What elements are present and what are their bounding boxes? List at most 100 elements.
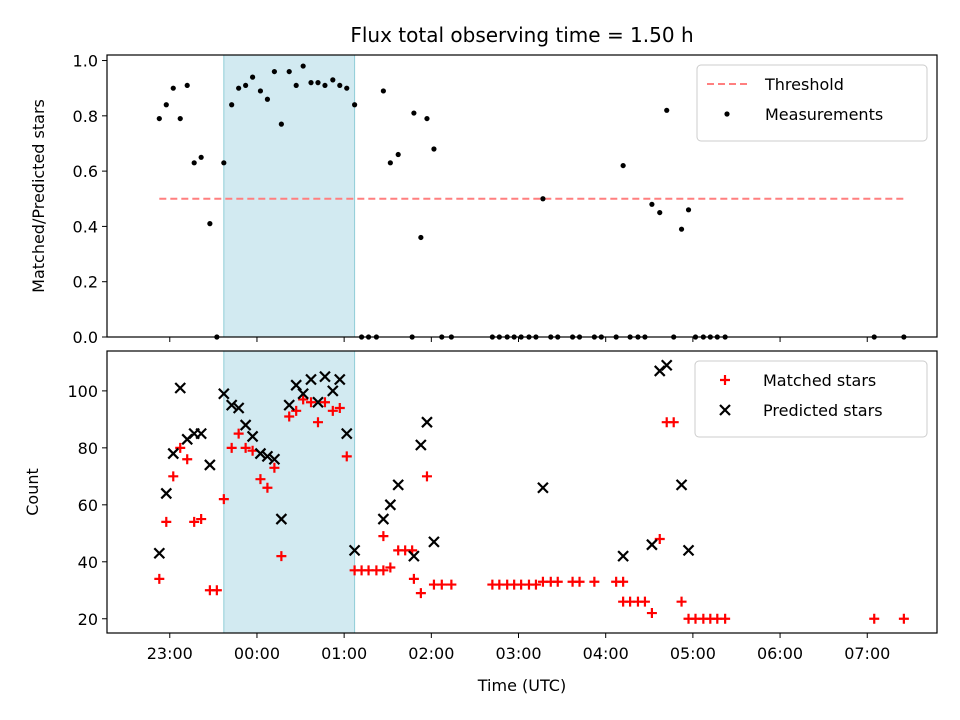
measurement-point <box>431 146 437 152</box>
matched-star-point <box>319 397 330 408</box>
measurement-point <box>380 88 386 94</box>
measurement-point <box>257 88 264 94</box>
legend-label: Matched stars <box>763 371 876 390</box>
predicted-star-point <box>340 427 353 440</box>
predicted-star-point <box>537 481 549 494</box>
matched-star-point <box>298 394 309 405</box>
legend-label: Measurements <box>765 105 883 124</box>
predicted-star-point <box>334 373 346 386</box>
y-tick-label: 0.2 <box>73 273 98 292</box>
predicted-star-point <box>384 499 397 511</box>
x-tick-label: 07:00 <box>844 644 890 663</box>
predicted-star-point <box>428 536 440 548</box>
predicted-star-point <box>174 382 187 394</box>
y-tick-label: 80 <box>78 439 98 458</box>
matched-star-point <box>869 613 880 624</box>
measurement-point <box>170 85 176 91</box>
ratio-highlight-span <box>223 54 356 338</box>
matched-star-point <box>196 514 207 525</box>
count-panel: 20 40 60 80 100 23:00 00:00 01:00 02:00 03:00 04:0… <box>23 350 938 663</box>
matched-star-point <box>898 613 909 624</box>
matched-star-point <box>233 428 244 439</box>
matched-star-point <box>668 417 679 428</box>
measurement-point <box>620 162 626 169</box>
y-tick-label: 1.0 <box>73 52 98 71</box>
matched-star-point <box>421 471 432 482</box>
measurement-point <box>236 85 242 91</box>
y-tick-label: 40 <box>78 553 98 572</box>
x-tick-label: 04:00 <box>583 644 629 663</box>
measurement-point <box>418 234 424 241</box>
predicted-star-point <box>408 550 420 562</box>
predicted-star-point <box>167 447 180 460</box>
predicted-star-point <box>261 450 274 463</box>
measurement-point <box>337 82 343 89</box>
matched-star-point <box>247 445 258 456</box>
predicted-star-point <box>283 399 295 411</box>
measurement-point <box>395 151 401 158</box>
count-legend: Matched stars Predicted stars <box>694 360 928 438</box>
matched-star-point <box>327 405 338 416</box>
x-tick-label: 06:00 <box>757 644 803 663</box>
legend-box <box>696 64 928 142</box>
measurement-point <box>156 115 162 122</box>
matched-star-point <box>654 534 665 544</box>
x-tick-label: 05:00 <box>670 644 716 663</box>
count-y-axis-label: Count <box>23 468 42 516</box>
legend-swatch <box>724 111 730 117</box>
ratio-plot-frame <box>106 54 938 338</box>
predicted-star-point <box>415 439 427 451</box>
measurement-point <box>685 207 692 213</box>
measurement-point <box>649 201 655 207</box>
predicted-star-point <box>660 359 673 372</box>
matched-star-point <box>720 613 731 624</box>
x-tick-label: 03:00 <box>495 644 541 663</box>
predicted-star-point <box>617 550 629 562</box>
measurement-point <box>243 82 249 89</box>
ratio-y-axis-label: Matched/Predicted stars <box>29 99 48 293</box>
measurement-point <box>322 82 328 89</box>
matched-star-point <box>154 573 165 584</box>
matched-star-point <box>276 551 287 562</box>
y-tick-label: 0.0 <box>73 328 98 347</box>
measurement-point <box>664 107 670 113</box>
measurement-point <box>286 68 292 75</box>
x-axis-label: Time (UTC) <box>477 676 566 695</box>
measurement-point <box>411 110 417 116</box>
count-highlight-span <box>223 350 356 634</box>
predicted-star-point <box>675 479 688 491</box>
measurement-point <box>177 115 183 122</box>
legend-label: Threshold <box>764 75 844 94</box>
count-plot-frame <box>106 350 938 634</box>
measurement-point <box>352 102 358 108</box>
measurement-point <box>308 80 314 86</box>
measurement-point <box>387 160 393 166</box>
predicted-star-point <box>275 513 288 525</box>
matched-star-point <box>189 516 200 527</box>
measurement-point <box>278 121 284 127</box>
legend-label: Predicted stars <box>763 401 883 420</box>
measurement-point <box>264 96 271 102</box>
measurement-point <box>271 68 277 75</box>
predicted-star-point <box>246 430 259 443</box>
y-tick-label: 100 <box>67 382 98 401</box>
measurement-point <box>229 102 235 108</box>
measurement-point <box>207 221 213 227</box>
y-tick-label: 20 <box>78 610 98 629</box>
matched-star-point <box>291 405 302 416</box>
ratio-panel: 0.0 0.2 0.4 0.6 0.8 1.0 Matched/Predicted sta… <box>29 52 938 347</box>
matched-star-point <box>415 588 426 599</box>
matched-star-point <box>589 576 600 587</box>
legend-swatch <box>720 375 730 385</box>
predicted-star-point <box>290 379 302 391</box>
measurement-point <box>657 209 663 216</box>
matched-star-point <box>676 596 687 607</box>
matched-star-point <box>262 482 273 493</box>
matched-star-point <box>218 494 229 505</box>
predicted-star-point <box>327 385 339 397</box>
predicted-star-point <box>225 399 238 411</box>
predicted-star-point <box>646 538 658 551</box>
matched-star-point <box>408 573 419 584</box>
measurement-point <box>540 196 546 202</box>
